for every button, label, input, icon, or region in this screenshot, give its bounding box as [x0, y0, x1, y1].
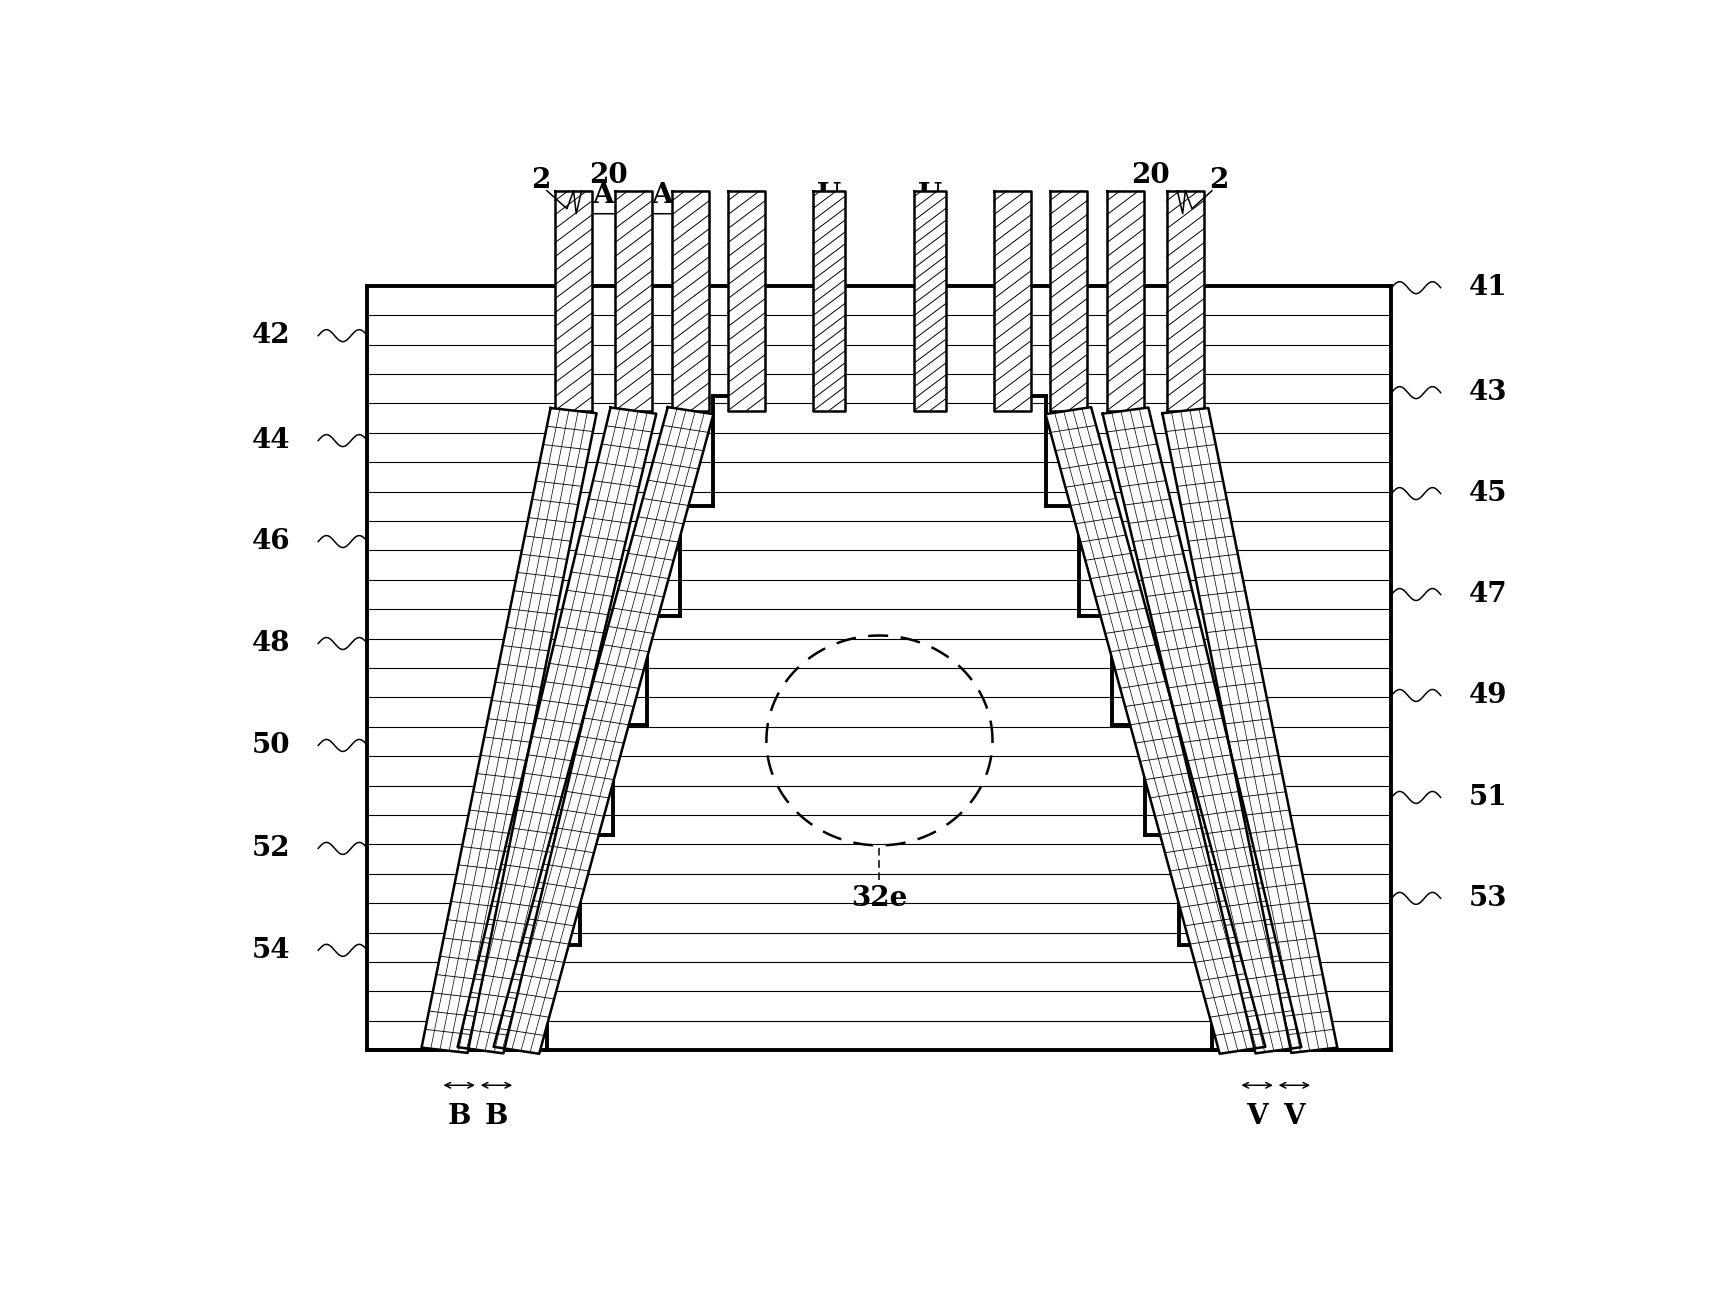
Text: 20: 20	[1131, 162, 1169, 190]
Polygon shape	[1103, 408, 1301, 1054]
Text: A: A	[592, 182, 614, 209]
Text: 43: 43	[1469, 379, 1507, 406]
Text: U: U	[817, 182, 841, 209]
Text: 51: 51	[1469, 784, 1507, 811]
Bar	[813, 191, 844, 410]
Polygon shape	[1162, 408, 1337, 1053]
Text: 47: 47	[1469, 582, 1507, 607]
Bar	[915, 191, 946, 410]
Text: V: V	[1246, 1103, 1268, 1131]
Text: B: B	[484, 1103, 508, 1131]
Text: 32e: 32e	[851, 885, 908, 912]
Text: B: B	[448, 1103, 470, 1131]
Polygon shape	[458, 408, 656, 1054]
Text: 44: 44	[252, 427, 290, 454]
Bar	[728, 191, 765, 410]
Bar	[554, 191, 592, 410]
Bar	[673, 191, 709, 410]
Text: 45: 45	[1469, 480, 1507, 508]
Bar	[1167, 191, 1205, 410]
Polygon shape	[1045, 408, 1265, 1054]
Text: 20: 20	[590, 162, 628, 190]
Text: 48: 48	[252, 630, 290, 657]
Text: 42: 42	[252, 322, 290, 349]
Text: 2: 2	[530, 167, 551, 195]
Text: 2: 2	[1208, 167, 1229, 195]
Text: 41: 41	[1469, 274, 1507, 301]
Text: 54: 54	[252, 937, 290, 964]
Text: 50: 50	[252, 732, 290, 759]
Text: 49: 49	[1469, 681, 1507, 709]
Bar	[614, 191, 652, 410]
Text: 52: 52	[252, 835, 290, 862]
Text: V: V	[1284, 1103, 1306, 1131]
Text: 53: 53	[1469, 885, 1507, 912]
Polygon shape	[422, 408, 597, 1053]
Text: U: U	[918, 182, 942, 209]
Bar	[994, 191, 1031, 410]
Bar	[1050, 191, 1086, 410]
Polygon shape	[494, 408, 714, 1054]
Text: 46: 46	[252, 528, 290, 556]
Text: A: A	[650, 182, 673, 209]
Bar	[1107, 191, 1145, 410]
